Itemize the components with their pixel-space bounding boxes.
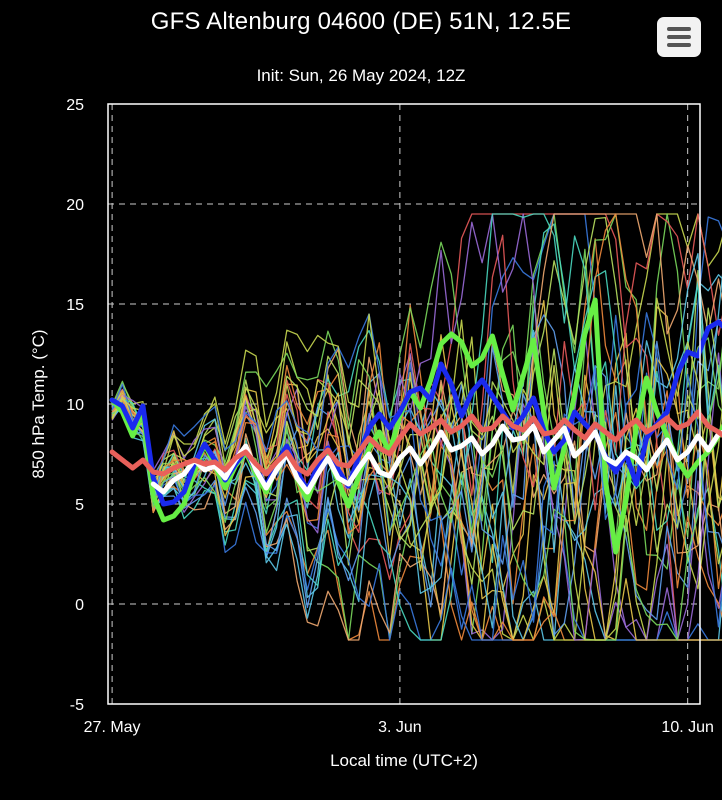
y-tick-label: -5 — [70, 697, 84, 714]
ensemble-member-line — [111, 312, 722, 641]
ensemble-member-line — [111, 213, 722, 641]
x-axis-label: Local time (UTC+2) — [330, 751, 478, 770]
y-tick-label: 10 — [66, 397, 84, 414]
y-tick-label: 20 — [66, 197, 84, 214]
y-tick-label: 0 — [75, 597, 84, 614]
y-tick-label: 15 — [66, 297, 84, 314]
chart-subtitle: Init: Sun, 26 May 2024, 12Z — [256, 66, 466, 85]
y-tick-label: 5 — [75, 497, 84, 514]
ensemble-member-line — [111, 314, 722, 569]
ensemble-member-line — [111, 238, 722, 641]
highlighted-series — [109, 297, 722, 555]
series-line — [109, 409, 722, 477]
plot-frame — [107, 103, 701, 705]
x-tick-label: 27. May — [84, 719, 141, 736]
x-tick-label: 3. Jun — [378, 719, 422, 736]
ensemble-member-line — [111, 213, 722, 641]
y-tick-label: 25 — [66, 97, 84, 114]
ensemble-member-line — [111, 297, 722, 641]
ensemble-member-line — [111, 213, 722, 641]
chart-title: GFS Altenburg 04600 (DE) 51N, 12.5E — [150, 8, 572, 35]
axes: -5 0 5 10 15 20 25 27. May 3. Jun 10. Jun — [66, 97, 714, 736]
ensemble-member-line — [111, 213, 722, 641]
y-axis-label: 850 hPa Temp. (°C) — [29, 329, 48, 478]
ensemble-member-line — [111, 213, 722, 522]
chart-menu-button[interactable] — [657, 17, 701, 57]
x-tick-label: 10. Jun — [661, 719, 713, 736]
ensemble-member-line — [111, 348, 722, 641]
